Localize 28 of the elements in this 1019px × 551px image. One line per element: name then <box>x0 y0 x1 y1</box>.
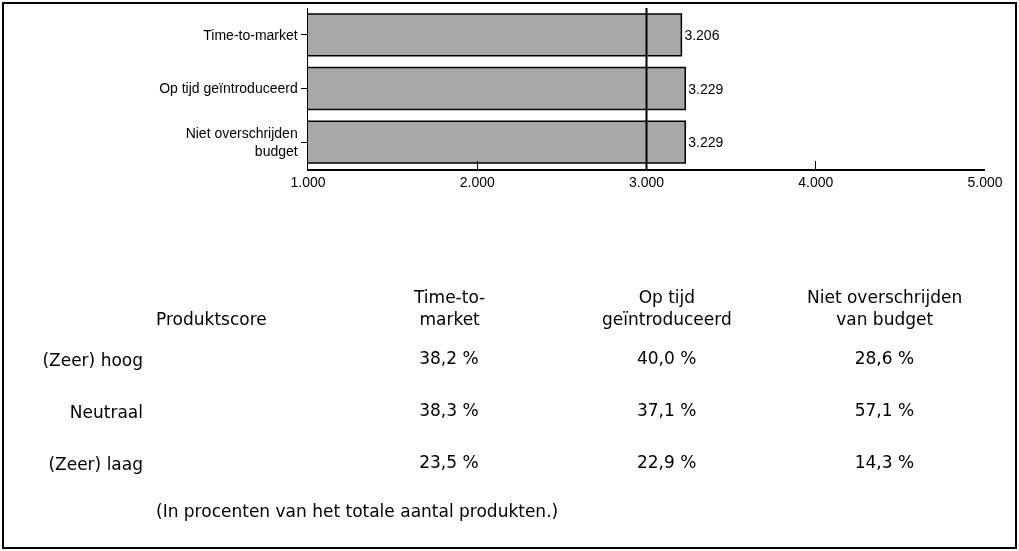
text: 22,9 % <box>636 452 697 473</box>
text: (In procenten van het totale aantal produkten.) <box>156 501 559 521</box>
x-tick-label: 4.000 <box>798 174 834 191</box>
text: 14,3 % <box>854 452 915 473</box>
category-label: Time-to- market <box>413 287 486 330</box>
data-label: 3.229 <box>688 134 724 151</box>
y-tick-label: Op tijd geïntroduceerd <box>159 80 298 97</box>
text: 28,6 % <box>854 348 915 369</box>
text: 23,5 % <box>419 452 479 473</box>
text: 38,3 % <box>419 400 479 421</box>
category-label: Op tijd geïntroduceerd <box>602 287 732 330</box>
text: 38,2 % <box>419 348 479 369</box>
category-label: Neutraal <box>69 401 143 422</box>
data-label: 3.229 <box>688 80 724 97</box>
text: 40,0 % <box>636 348 697 369</box>
y-tick-label: Niet overschrijden budget <box>185 124 298 160</box>
category-label: Niet overschrijden van budget <box>807 287 963 330</box>
x-tick-label: 1.000 <box>290 174 326 191</box>
data-label: 3.206 <box>684 26 720 43</box>
category-label: (Zeer) laag <box>48 453 143 474</box>
x-tick-label: 2.000 <box>459 174 495 191</box>
x-tick-label: 5.000 <box>967 174 1003 191</box>
text: Produktscore <box>156 309 267 329</box>
x-tick-label: 3.000 <box>628 174 665 191</box>
y-tick-label: Time-to-market <box>203 26 298 43</box>
text: 37,1 % <box>636 400 697 421</box>
text: 57,1 % <box>854 400 915 421</box>
category-label: (Zeer) hoog <box>42 349 143 370</box>
